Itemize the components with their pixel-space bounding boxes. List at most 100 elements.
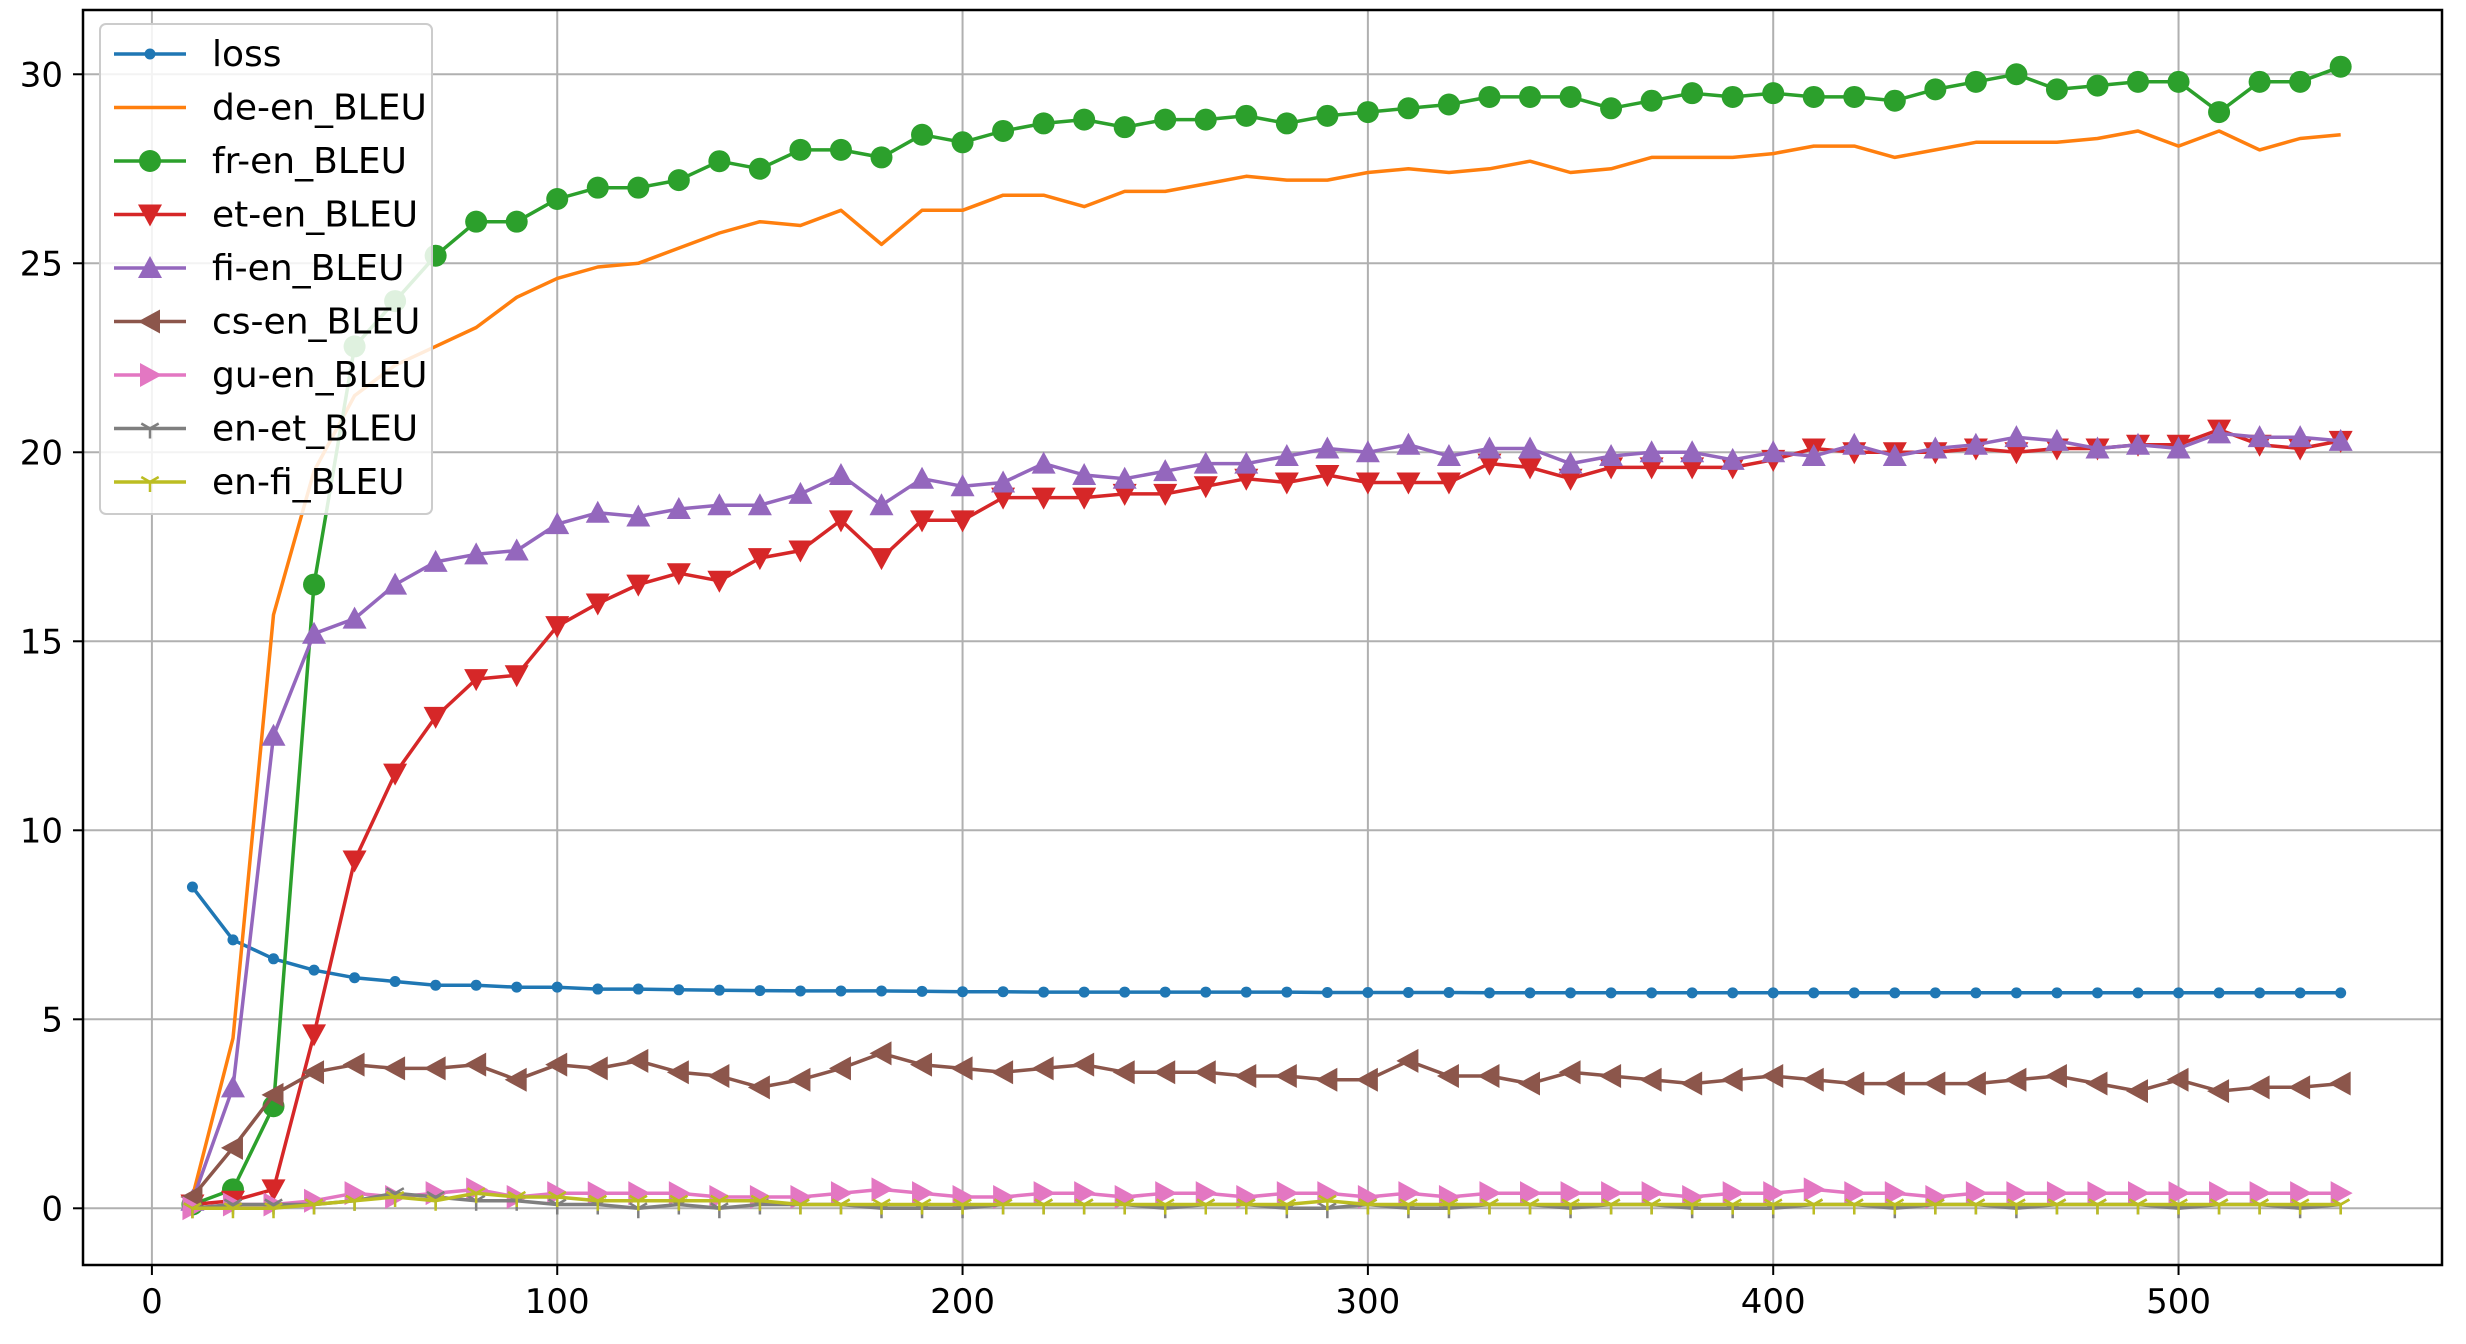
- data-point-et-en_BLEU: [1558, 468, 1583, 491]
- data-point-fr-en_BLEU: [303, 573, 326, 596]
- series-cs-en_BLEU: [180, 1041, 2351, 1209]
- y-tick-label: 10: [20, 811, 63, 851]
- series-line-loss: [191, 885, 2341, 995]
- data-point-loss: [2010, 987, 2022, 999]
- data-point-loss: [1362, 986, 1374, 998]
- data-point-en-fi_BLEU: [264, 1202, 283, 1219]
- data-point-en-fi_BLEU: [993, 1198, 1013, 1215]
- data-point-en-fi_BLEU: [1723, 1198, 1743, 1215]
- data-point-fr-en_BLEU: [2289, 70, 2312, 93]
- data-point-fr-en_BLEU: [627, 176, 650, 199]
- data-point-cs-en_BLEU: [180, 1184, 203, 1209]
- data-point-fi-en_BLEU: [1234, 451, 1259, 474]
- data-point-fr-en_BLEU: [465, 210, 488, 233]
- data-point-fi-en_BLEU: [1112, 466, 1137, 489]
- data-point-fr-en_BLEU: [2248, 70, 2271, 93]
- data-point-loss: [1848, 987, 1860, 999]
- legend-item-et-en_BLEU: et-en_BLEU: [114, 195, 418, 236]
- data-point-cs-en_BLEU: [1558, 1060, 1581, 1085]
- data-point-en-fi_BLEU: [466, 1187, 486, 1204]
- data-point-fr-en_BLEU: [2208, 101, 2231, 124]
- data-point-loss: [1524, 987, 1536, 999]
- data-point-loss: [349, 972, 361, 984]
- data-point-cs-en_BLEU: [1274, 1063, 1297, 1088]
- data-point-en-fi_BLEU: [1480, 1198, 1499, 1215]
- data-point-cs-en_BLEU: [1599, 1063, 1622, 1088]
- data-point-fi-en_BLEU: [1680, 440, 1705, 463]
- data-point-loss: [754, 985, 766, 997]
- data-point-en-fi_BLEU: [547, 1190, 567, 1207]
- data-point-fi-en_BLEU: [302, 621, 327, 644]
- legend-item-fi-en_BLEU: fi-en_BLEU: [114, 248, 404, 289]
- data-point-fr-en_BLEU: [2329, 55, 2352, 78]
- data-point-loss: [1686, 987, 1698, 999]
- data-point-loss: [1119, 986, 1131, 998]
- data-point-fi-en_BLEU: [2004, 425, 2029, 448]
- legend-label: loss: [212, 34, 282, 75]
- data-point-gu-en_BLEU: [1398, 1181, 1421, 1206]
- data-point-loss: [1970, 987, 1982, 999]
- data-point-cs-en_BLEU: [1193, 1060, 1216, 1085]
- data-point-gu-en_BLEU: [2168, 1181, 2191, 1206]
- data-point-loss: [1767, 987, 1779, 999]
- data-point-en-fi_BLEU: [791, 1198, 810, 1215]
- data-point-et-en_BLEU: [747, 548, 772, 571]
- x-tick-label: 200: [930, 1282, 995, 1322]
- data-point-loss: [1038, 986, 1050, 998]
- data-point-en-fi_BLEU: [2331, 1198, 2350, 1215]
- data-point-cs-en_BLEU: [828, 1056, 851, 1081]
- data-point-et-en_BLEU: [1031, 487, 1056, 510]
- legend-marker: [140, 422, 160, 439]
- x-tick-label: 300: [1335, 1282, 1400, 1322]
- data-point-fr-en_BLEU: [505, 210, 528, 233]
- data-point-loss: [551, 981, 563, 993]
- data-point-fr-en_BLEU: [789, 138, 812, 161]
- data-point-gu-en_BLEU: [1601, 1181, 1624, 1206]
- legend-item-cs-en_BLEU: cs-en_BLEU: [114, 302, 420, 343]
- data-point-gu-en_BLEU: [709, 1184, 732, 1209]
- data-point-gu-en_BLEU: [1479, 1181, 1502, 1206]
- data-point-fr-en_BLEU: [951, 131, 974, 154]
- data-point-loss: [1889, 987, 1901, 999]
- data-point-en-fi_BLEU: [1318, 1194, 1337, 1211]
- data-point-en-fi_BLEU: [1236, 1198, 1256, 1215]
- data-point-fr-en_BLEU: [911, 123, 934, 146]
- y-tick-label: 25: [20, 244, 63, 284]
- data-point-et-en_BLEU: [1234, 468, 1259, 491]
- data-point-et-en_BLEU: [1274, 472, 1299, 495]
- data-point-en-fi_BLEU: [1358, 1198, 1378, 1215]
- data-point-cs-en_BLEU: [1963, 1071, 1986, 1096]
- data-point-loss: [794, 985, 806, 997]
- data-point-fr-en_BLEU: [1437, 93, 1460, 116]
- data-point-cs-en_BLEU: [1801, 1067, 1824, 1092]
- data-point-fi-en_BLEU: [666, 496, 691, 519]
- data-point-cs-en_BLEU: [1720, 1067, 1743, 1092]
- data-point-fr-en_BLEU: [1275, 112, 1298, 135]
- series-de-en_BLEU: [190, 129, 2341, 1198]
- data-point-fi-en_BLEU: [788, 481, 813, 504]
- data-point-fi-en_BLEU: [585, 500, 610, 523]
- data-point-fr-en_BLEU: [1356, 101, 1379, 124]
- data-point-et-en_BLEU: [261, 1179, 286, 1202]
- data-point-en-fi_BLEU: [669, 1194, 689, 1211]
- data-point-en-fi_BLEU: [1399, 1198, 1418, 1215]
- data-point-en-fi_BLEU: [710, 1194, 729, 1211]
- series-fr-en_BLEU: [181, 55, 2352, 1216]
- data-point-cs-en_BLEU: [2207, 1079, 2230, 1104]
- data-point-en-fi_BLEU: [223, 1202, 243, 1219]
- data-point-loss: [2254, 987, 2266, 999]
- data-point-fi-en_BLEU: [1720, 447, 1745, 470]
- data-point-et-en_BLEU: [707, 570, 732, 593]
- data-point-cs-en_BLEU: [1315, 1067, 1338, 1092]
- data-point-fr-en_BLEU: [667, 169, 690, 192]
- data-point-loss: [511, 981, 523, 993]
- data-point-loss: [1646, 987, 1658, 999]
- axis-ticks: 0 100 200 300 400 500 0 5 10 15 20 25 30: [20, 55, 2211, 1322]
- data-point-et-en_BLEU: [626, 574, 651, 597]
- data-point-gu-en_BLEU: [304, 1188, 327, 1213]
- data-point-cs-en_BLEU: [869, 1041, 892, 1066]
- data-point-loss: [1727, 987, 1739, 999]
- data-point-loss: [875, 985, 887, 997]
- data-point-en-fi_BLEU: [1520, 1198, 1540, 1215]
- data-point-fr-en_BLEU: [1397, 97, 1420, 120]
